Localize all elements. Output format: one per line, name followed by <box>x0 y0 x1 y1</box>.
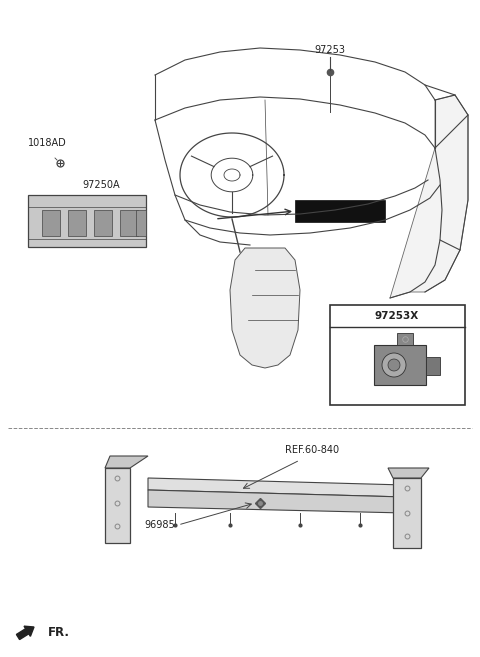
Polygon shape <box>388 468 429 478</box>
Polygon shape <box>230 248 300 368</box>
Bar <box>330 305 465 405</box>
Bar <box>28 195 146 247</box>
Bar <box>393 478 421 548</box>
Bar <box>42 210 60 236</box>
Bar <box>120 210 138 236</box>
Bar <box>136 210 146 236</box>
Bar <box>397 333 413 345</box>
Text: 1018AD: 1018AD <box>28 138 67 148</box>
Polygon shape <box>390 95 468 298</box>
Polygon shape <box>148 490 405 513</box>
Bar <box>105 468 130 543</box>
Text: 97250A: 97250A <box>82 180 120 190</box>
Text: FR.: FR. <box>48 625 70 639</box>
Circle shape <box>382 353 406 377</box>
Bar <box>68 210 86 236</box>
Polygon shape <box>148 478 405 497</box>
Text: REF.60-840: REF.60-840 <box>285 445 339 455</box>
Bar <box>94 210 112 236</box>
Bar <box>295 200 385 222</box>
Bar <box>426 357 440 375</box>
Text: 97253X: 97253X <box>375 311 419 321</box>
Bar <box>374 345 426 385</box>
Polygon shape <box>105 456 148 468</box>
Circle shape <box>388 359 400 371</box>
Text: 96985: 96985 <box>144 520 175 530</box>
Text: 97253: 97253 <box>314 45 346 55</box>
FancyArrow shape <box>16 626 34 639</box>
